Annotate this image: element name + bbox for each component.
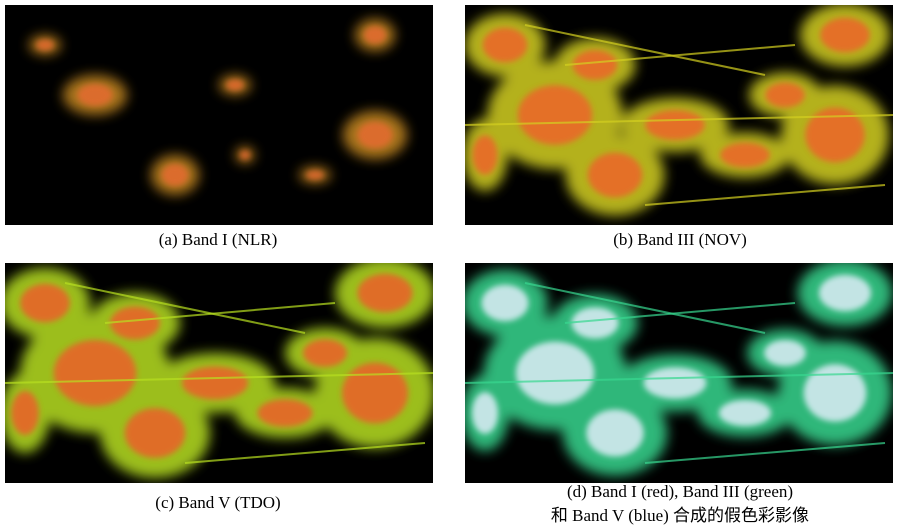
caption: (c) Band V (TDO)	[155, 493, 280, 512]
image-texture	[645, 110, 705, 140]
image-texture	[564, 44, 796, 66]
image-texture	[5, 372, 433, 384]
image-texture	[306, 170, 324, 180]
image-texture	[805, 107, 865, 163]
panel-a-image	[5, 5, 433, 225]
image-texture	[161, 164, 189, 186]
image-texture	[36, 39, 54, 51]
image-texture	[465, 372, 893, 384]
panel-c-image	[5, 263, 433, 483]
image-texture	[644, 184, 886, 206]
image-texture	[104, 302, 336, 324]
image-texture	[465, 114, 893, 126]
image-texture	[764, 339, 806, 367]
caption: (b) Band III (NOV)	[613, 230, 747, 249]
image-texture	[5, 263, 433, 478]
image-texture	[586, 409, 644, 457]
image-texture	[720, 142, 770, 168]
image-texture	[482, 27, 528, 63]
caption: (a) Band I (NLR)	[159, 230, 278, 249]
image-texture	[564, 302, 796, 324]
image-texture	[257, 399, 313, 427]
image-texture	[11, 273, 413, 458]
image-texture	[572, 50, 618, 80]
image-texture	[481, 284, 529, 322]
image-texture	[64, 282, 306, 334]
image-texture	[515, 341, 595, 405]
image-texture	[718, 399, 772, 427]
panel-d-image	[465, 263, 893, 483]
image-texture	[184, 442, 426, 464]
image-texture	[471, 274, 872, 457]
image-texture	[29, 19, 407, 195]
image-texture	[36, 26, 393, 186]
image-texture	[357, 121, 393, 149]
image-texture	[342, 362, 408, 424]
image-texture	[53, 340, 137, 406]
image-texture	[182, 366, 248, 400]
image-texture	[20, 283, 70, 323]
image-texture	[364, 26, 386, 44]
image-texture	[587, 152, 643, 198]
image-texture	[465, 263, 893, 476]
caption: (d) Band I (red), Band III (green)	[567, 482, 793, 501]
image-texture	[643, 367, 707, 399]
image-texture	[110, 306, 160, 340]
panel-b-image	[465, 5, 893, 225]
image-texture	[644, 442, 886, 464]
image-texture	[465, 5, 893, 216]
image-texture	[803, 364, 867, 422]
image-texture	[524, 24, 766, 76]
image-texture	[77, 84, 113, 106]
image-texture	[765, 82, 805, 108]
image-texture	[524, 282, 766, 334]
image-texture	[471, 392, 499, 434]
image-texture	[357, 273, 413, 313]
caption: 和 Band V (blue) 合成的假色彩影像	[551, 506, 809, 525]
image-texture	[820, 17, 870, 53]
image-texture	[124, 408, 186, 458]
image-texture	[472, 17, 870, 198]
image-texture	[571, 307, 619, 339]
image-texture	[303, 339, 347, 367]
image-texture	[11, 391, 39, 435]
image-texture	[226, 79, 244, 91]
image-texture	[472, 135, 498, 175]
image-texture	[239, 150, 251, 160]
image-texture	[818, 274, 872, 312]
image-texture	[517, 85, 593, 145]
